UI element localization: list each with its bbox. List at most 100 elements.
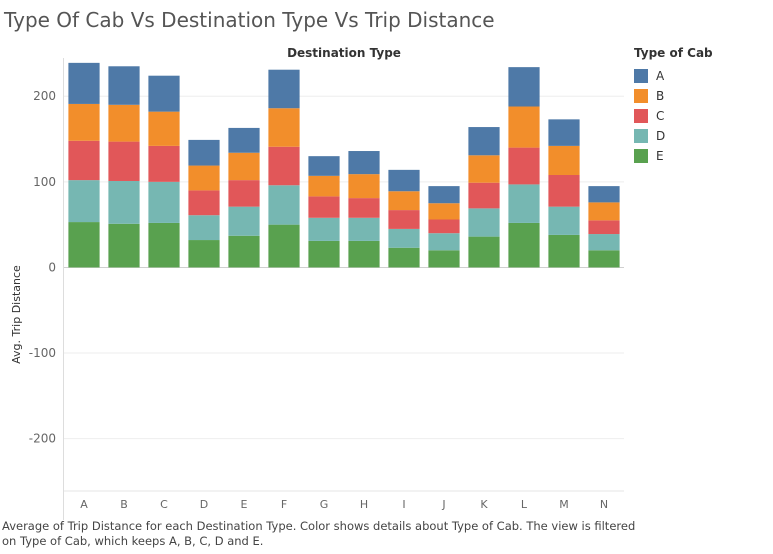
bar-segment-b-a <box>108 66 140 105</box>
x-tick-label: H <box>360 498 368 511</box>
legend-swatch <box>634 109 648 123</box>
x-tick-label: N <box>600 498 608 511</box>
bar-segment-d-d <box>188 215 220 241</box>
bar-segment-b-b <box>108 104 140 142</box>
x-tick-label: K <box>480 498 488 511</box>
bar-segment-a-c <box>68 140 100 181</box>
bar-segment-e-b <box>228 152 260 181</box>
bar-segment-k-b <box>468 155 500 183</box>
bar-segment-c-c <box>148 145 180 182</box>
legend-swatch <box>634 89 648 103</box>
bar-segment-d-e <box>188 240 220 268</box>
y-tick-label: 0 <box>48 260 56 274</box>
x-tick-label: M <box>559 498 569 511</box>
legend-item-a[interactable]: A <box>634 66 713 86</box>
y-tick-label: -200 <box>29 432 56 446</box>
bar-segment-f-b <box>268 108 300 147</box>
bar-segment-g-e <box>308 240 340 268</box>
bar-segment-l-e <box>508 222 540 268</box>
legend-swatch <box>634 129 648 143</box>
legend-label: D <box>656 129 666 143</box>
bar-segment-c-a <box>148 75 180 112</box>
legend-item-c[interactable]: C <box>634 106 713 126</box>
bar-segment-d-c <box>188 190 220 216</box>
bar-segment-e-a <box>228 127 260 153</box>
bar-segment-e-e <box>228 235 260 268</box>
bar-segment-i-b <box>388 191 420 211</box>
x-tick-label: G <box>320 498 329 511</box>
bar-segment-i-a <box>388 169 420 192</box>
bar-segment-c-d <box>148 181 180 223</box>
bar-segment-e-c <box>228 180 260 207</box>
bar-segment-i-c <box>388 210 420 229</box>
bar-segment-i-e <box>388 247 420 268</box>
bar-segment-n-c <box>588 220 620 235</box>
legend-item-d[interactable]: D <box>634 126 713 146</box>
bar-segment-l-b <box>508 106 540 148</box>
bar-segment-n-d <box>588 234 620 251</box>
bar-segment-e-d <box>228 206 260 236</box>
legend-swatch <box>634 69 648 83</box>
bar-segment-n-b <box>588 202 620 221</box>
bar-segment-l-a <box>508 67 540 107</box>
bar-segment-h-b <box>348 174 380 199</box>
bar-segment-m-a <box>548 119 580 146</box>
bar-segment-g-d <box>308 217 340 241</box>
bar-segment-n-e <box>588 250 620 268</box>
legend-item-e[interactable]: E <box>634 146 713 166</box>
bar-segment-a-a <box>68 62 100 104</box>
bar-segment-f-e <box>268 224 300 268</box>
bar-segment-f-a <box>268 69 300 109</box>
x-tick-label: L <box>521 498 528 511</box>
legend-title: Type of Cab <box>634 46 713 60</box>
bar-segment-m-d <box>548 206 580 235</box>
x-tick-label: J <box>441 498 445 511</box>
bar-segment-k-d <box>468 208 500 237</box>
bar-segment-c-e <box>148 222 180 268</box>
bar-segment-m-e <box>548 234 580 268</box>
bar-segment-m-c <box>548 174 580 207</box>
bar-segment-j-c <box>428 219 460 234</box>
bar-segment-b-d <box>108 180 140 224</box>
bar-segment-g-a <box>308 156 340 176</box>
bar-segment-a-b <box>68 103 100 141</box>
bar-segment-j-d <box>428 233 460 251</box>
bar-segment-f-d <box>268 185 300 225</box>
bar-segment-b-c <box>108 141 140 181</box>
bar-segment-g-c <box>308 196 340 218</box>
bar-segment-f-c <box>268 146 300 186</box>
bar-segment-h-d <box>348 217 380 241</box>
x-tick-label: F <box>281 498 287 511</box>
bar-segment-j-b <box>428 203 460 220</box>
x-tick-label: C <box>160 498 168 511</box>
bar-segment-k-e <box>468 236 500 268</box>
bar-segment-n-a <box>588 186 620 203</box>
bar-segment-k-c <box>468 182 500 209</box>
x-tick-label: A <box>80 498 88 511</box>
y-tick-label: -100 <box>29 346 56 360</box>
y-tick-label: 100 <box>33 175 56 189</box>
x-tick-label: E <box>241 498 248 511</box>
bar-segment-a-e <box>68 222 100 268</box>
bar-segment-l-c <box>508 147 540 185</box>
x-tick-label: B <box>120 498 128 511</box>
legend-swatch <box>634 149 648 163</box>
bar-segment-j-e <box>428 250 460 268</box>
chart-title: Type Of Cab Vs Destination Type Vs Trip … <box>4 8 495 32</box>
x-axis-label: Destination Type <box>287 46 401 60</box>
legend-label: E <box>656 149 664 163</box>
bar-segment-d-b <box>188 165 220 191</box>
bar-segment-j-a <box>428 186 460 204</box>
bar-segment-m-b <box>548 145 580 175</box>
bar-segment-c-b <box>148 111 180 146</box>
bar-segment-h-c <box>348 198 380 218</box>
bar-segment-l-d <box>508 184 540 223</box>
legend-label: C <box>656 109 665 123</box>
y-axis-label: Avg. Trip Distance <box>10 265 23 364</box>
legend-label: A <box>656 69 665 83</box>
bar-segment-g-b <box>308 175 340 197</box>
bar-segment-b-e <box>108 223 140 268</box>
legend-item-b[interactable]: B <box>634 86 713 106</box>
